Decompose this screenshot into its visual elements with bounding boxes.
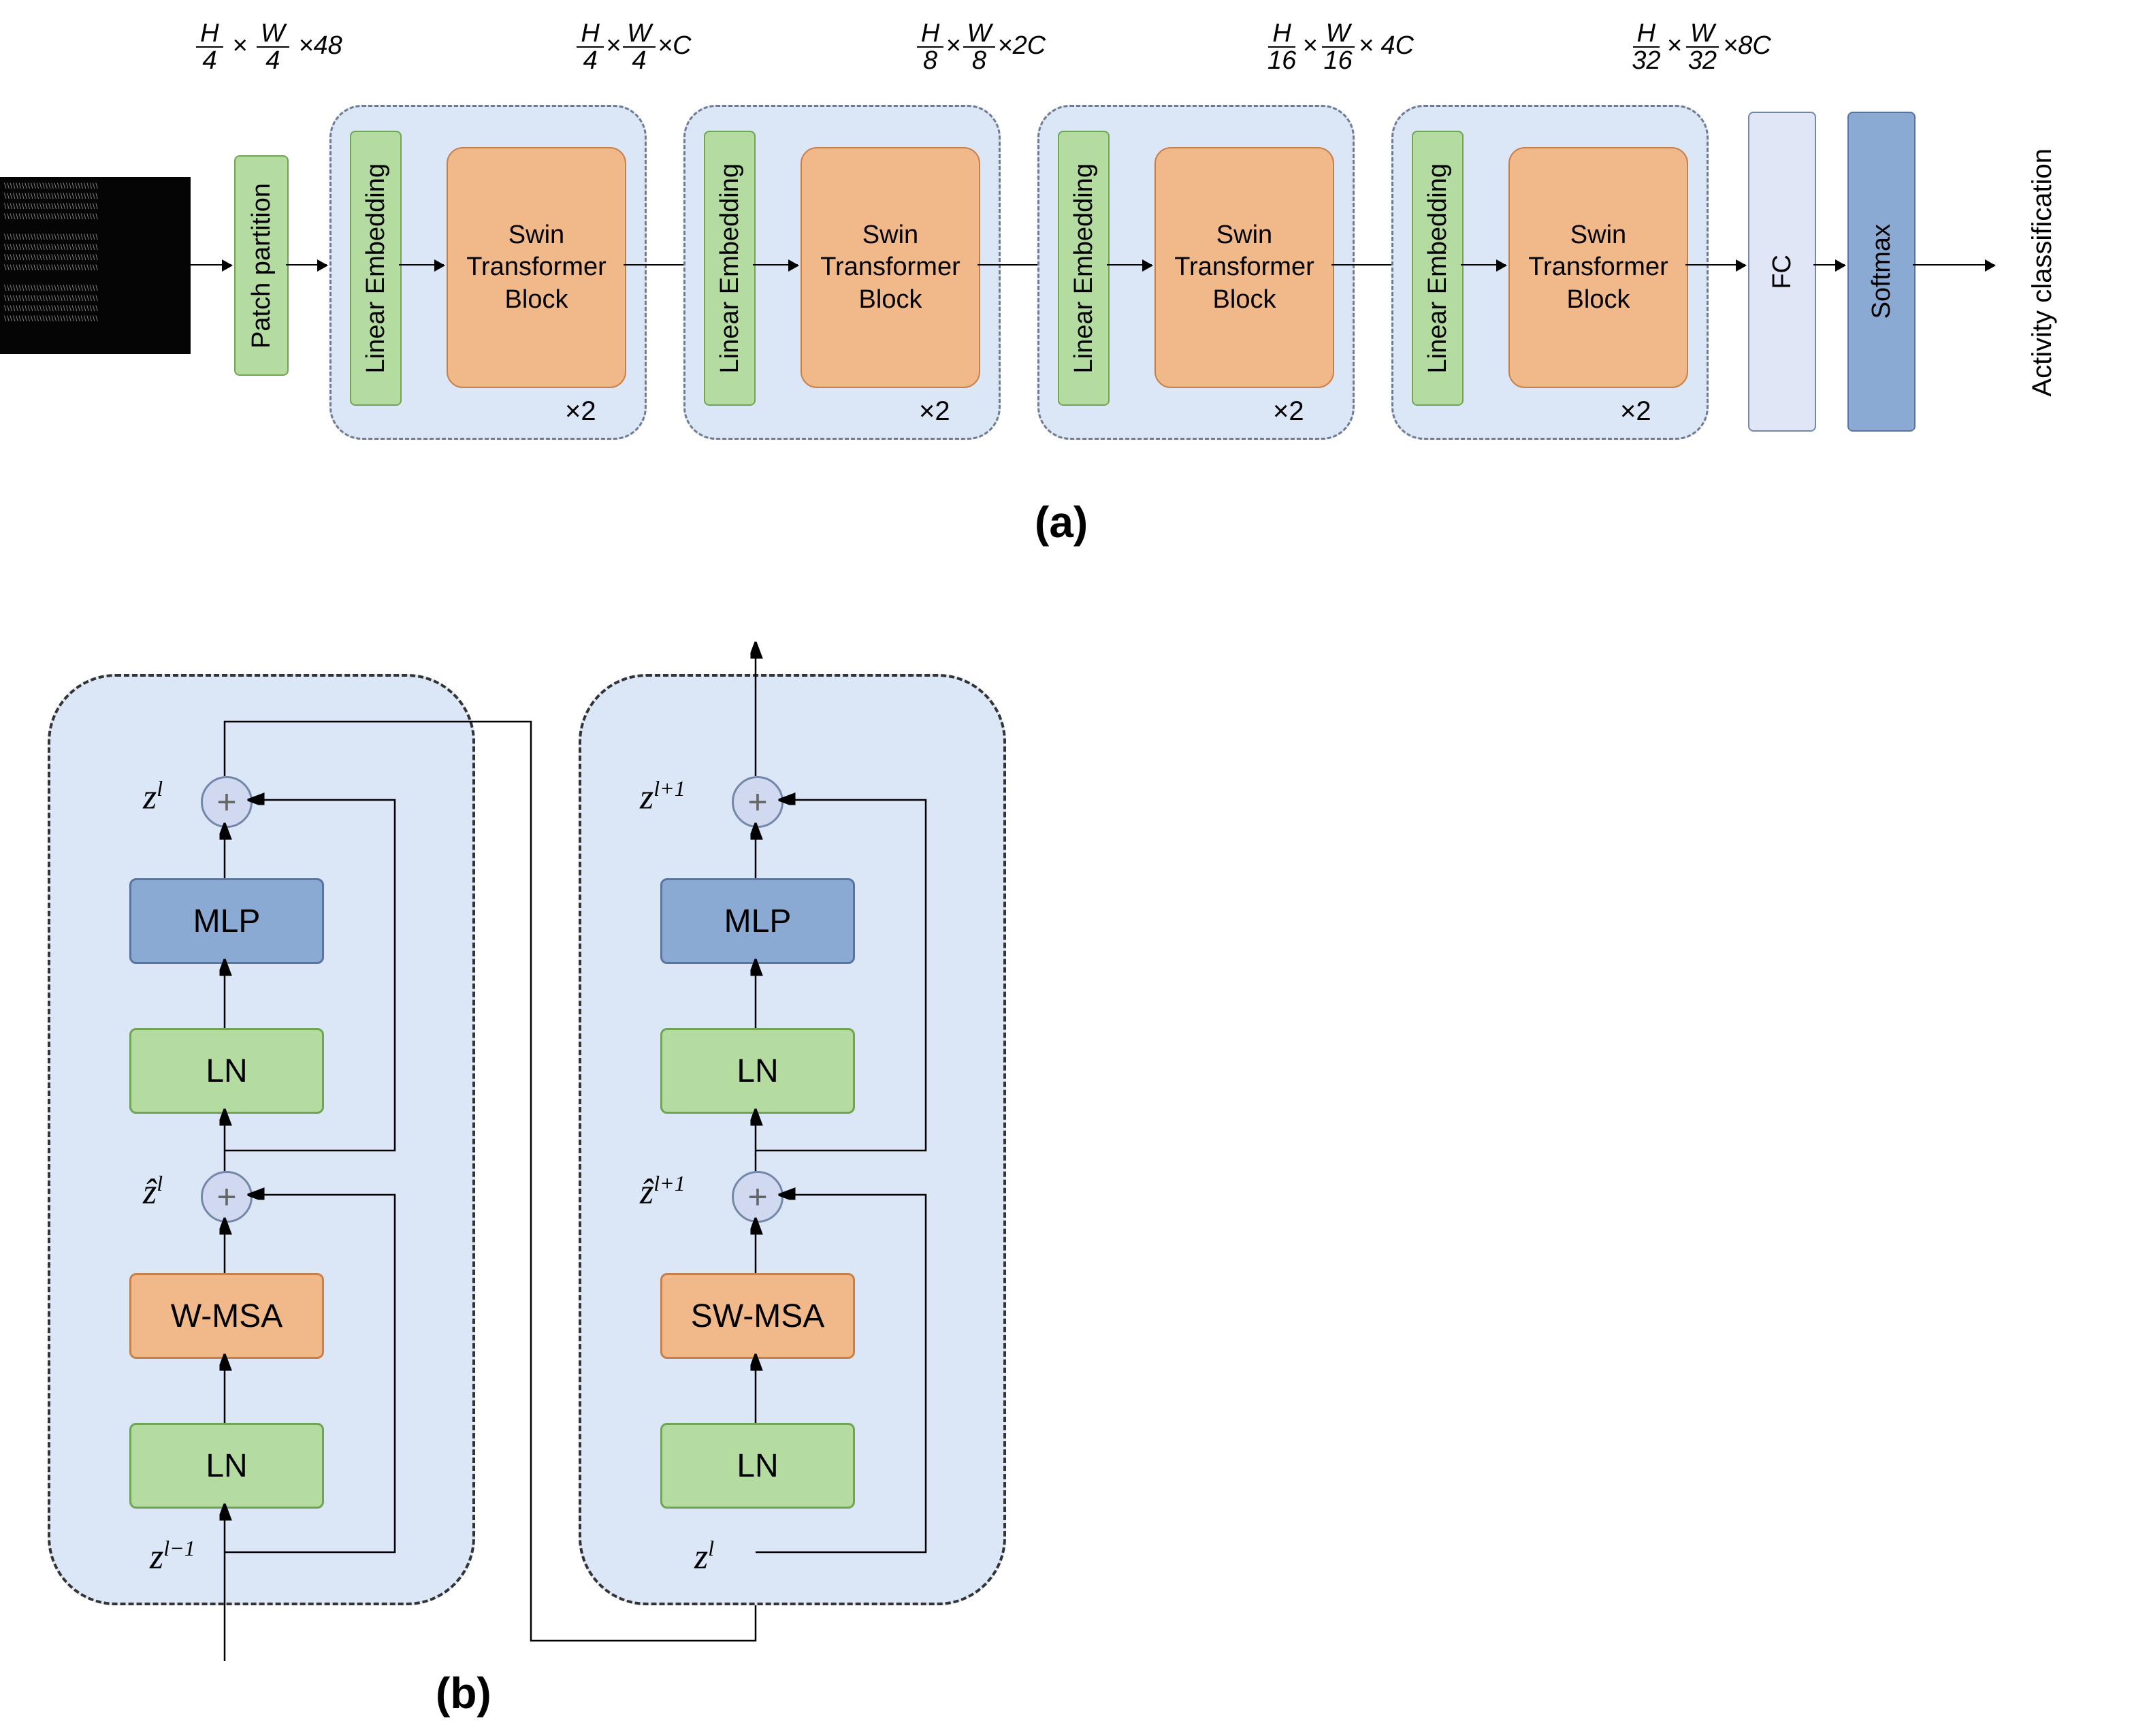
arrow xyxy=(1685,264,1745,266)
softmax-block: Softmax xyxy=(1847,112,1916,432)
swin-block-4: SwinTransformerBlock xyxy=(1508,147,1688,388)
dim-2: H4×W4×C xyxy=(551,20,715,74)
arrow xyxy=(1107,264,1152,266)
right-connections xyxy=(558,633,1035,1668)
dim-4: H16×W16× 4C xyxy=(1239,20,1436,74)
fc-block: FC xyxy=(1748,112,1816,432)
linear-embedding-2: Linear Embedding xyxy=(704,131,756,406)
patch-partition: Patch partition xyxy=(234,155,289,376)
architecture-b: zl−1 LN W-MSA + ẑl LN MLP + zl xyxy=(27,633,1150,1722)
arrow xyxy=(191,264,231,266)
input-image: \\\\\\\\\\\\\\\\\\\\\\\\\\\\\\\\ \\\\\\\… xyxy=(0,177,191,354)
arrow xyxy=(1461,264,1506,266)
swin-block-1: SwinTransformerBlock xyxy=(447,147,626,388)
patch-partition-label: Patch partition xyxy=(247,183,276,349)
arrow xyxy=(1913,264,1994,266)
output-label: Activity classification xyxy=(2022,89,2063,456)
linear-embedding-4: Linear Embedding xyxy=(1412,131,1464,406)
dim-1: H4 × W4 ×48 xyxy=(180,20,357,74)
figure-label-a: (a) xyxy=(1035,497,1088,547)
linear-embedding-label: Linear Embedding xyxy=(361,163,391,373)
fc-label: FC xyxy=(1768,255,1797,289)
arrow xyxy=(286,264,327,266)
arrow xyxy=(1813,264,1845,266)
input-image-texture: \\\\\\\\\\\\\\\\\\\\\\\\\\\\\\\\ \\\\\\\… xyxy=(4,181,187,350)
figure-label-b: (b) xyxy=(436,1668,491,1718)
arrow xyxy=(399,264,444,266)
dim-3: H8×W8×2C xyxy=(892,20,1069,74)
swin-block-3: SwinTransformerBlock xyxy=(1154,147,1334,388)
softmax-label: Softmax xyxy=(1867,224,1896,319)
arrow xyxy=(753,264,798,266)
swin-block-label: SwinTransformerBlock xyxy=(466,219,607,317)
linear-embedding-3: Linear Embedding xyxy=(1058,131,1110,406)
swin-block-2: SwinTransformerBlock xyxy=(801,147,980,388)
times2-1: ×2 xyxy=(565,396,596,427)
architecture-a: \\\\\\\\\\\\\\\\\\\\\\\\\\\\\\\\ \\\\\\\… xyxy=(0,0,2149,517)
linear-embedding-1: Linear Embedding xyxy=(350,131,402,406)
dim-5: H32×W32×8C xyxy=(1600,20,1797,74)
